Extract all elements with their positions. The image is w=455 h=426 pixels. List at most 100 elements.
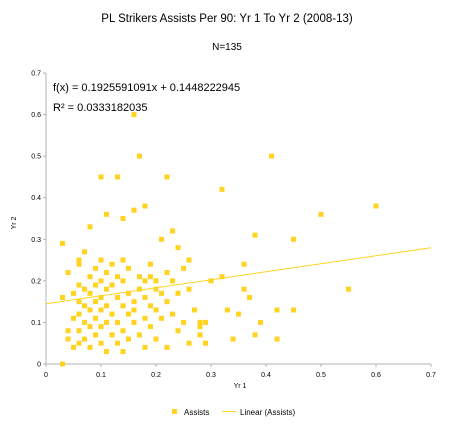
data-point [76, 299, 82, 305]
legend: Assists Linear (Assists) [172, 408, 295, 417]
data-point [192, 307, 197, 313]
data-point [197, 324, 203, 330]
data-point [104, 211, 109, 217]
data-point [142, 278, 148, 284]
trendline [45, 247, 432, 305]
data-point [82, 286, 87, 292]
data-point [148, 261, 153, 267]
data-point [87, 290, 93, 296]
data-point [346, 286, 351, 292]
data-point [65, 270, 71, 276]
data-point [76, 340, 82, 346]
data-point [98, 174, 104, 180]
data-point [82, 249, 87, 255]
data-point [181, 265, 186, 271]
chart-title: PL Strikers Assists Per 90: Yr 1 To Yr 2… [101, 13, 353, 25]
data-point [175, 245, 181, 251]
y-tick-label: 0.5 [31, 154, 41, 161]
data-point [104, 349, 109, 355]
data-point [186, 340, 192, 346]
data-point [126, 311, 131, 317]
data-point [120, 216, 126, 221]
data-point [115, 340, 120, 346]
data-point [98, 257, 104, 263]
data-point [71, 344, 76, 350]
y-tick-label: 0.4 [31, 195, 41, 202]
x-tick-label: 0.5 [316, 372, 326, 379]
data-point [131, 207, 137, 213]
data-point [120, 303, 126, 309]
data-point [142, 344, 148, 350]
data-point [373, 203, 379, 209]
data-point [230, 336, 236, 342]
data-point [137, 332, 142, 338]
data-point [318, 211, 324, 217]
data-point [76, 311, 82, 317]
data-point [60, 240, 65, 246]
y-tick-label: 0.6 [31, 112, 41, 119]
data-point [126, 336, 131, 342]
data-point [219, 186, 225, 192]
x-tick-label: 0.6 [371, 372, 381, 379]
data-point [98, 324, 104, 330]
data-point [247, 294, 252, 300]
data-point [87, 307, 93, 313]
data-point [153, 336, 159, 342]
y-tick-label: 0.7 [31, 71, 41, 78]
data-point [93, 332, 98, 338]
data-point [175, 290, 181, 296]
data-point [164, 270, 170, 276]
data-point [76, 261, 82, 267]
data-point [203, 319, 208, 325]
data-point [131, 299, 137, 305]
data-point [131, 307, 137, 313]
data-point [170, 228, 175, 234]
y-tick-label: 0 [37, 362, 41, 369]
data-point [93, 299, 98, 305]
data-point [115, 294, 120, 300]
data-point [109, 332, 115, 338]
chart-subtitle: N=135 [212, 42, 242, 53]
data-point [175, 328, 181, 334]
data-point [164, 299, 170, 305]
legend-assists-marker [172, 409, 177, 414]
plot-area: 0 0.1 0.2 0.3 0.4 0.5 0.6 0.7 0 0.1 0.2 0.3 0.4 0.5 0.… [31, 71, 436, 380]
data-point [159, 236, 164, 242]
data-point [241, 261, 247, 267]
data-point [60, 361, 65, 367]
data-point [115, 174, 120, 180]
data-point [60, 294, 65, 300]
data-point [120, 257, 126, 263]
data-point [131, 319, 137, 325]
equation-label: f(x) = 0.1925591091x + 0.1448222945 [53, 82, 240, 94]
data-point [142, 294, 148, 300]
y-tick-label: 0.2 [31, 278, 41, 285]
data-point [104, 270, 109, 276]
data-point [115, 319, 120, 325]
y-axis-label: Yr 2 [11, 216, 18, 229]
data-point [109, 282, 115, 288]
data-point [137, 286, 142, 292]
data-point [153, 286, 159, 292]
data-point [203, 340, 208, 346]
data-point [142, 315, 148, 321]
data-point [186, 257, 192, 263]
data-point [181, 319, 186, 325]
data-point [164, 174, 170, 180]
data-point [87, 344, 93, 350]
data-point [76, 328, 82, 334]
legend-linear-label: Linear (Assists) [240, 408, 295, 417]
data-point [291, 307, 296, 313]
data-point [76, 257, 82, 263]
y-tick-label: 0.3 [31, 237, 41, 244]
data-point [120, 349, 126, 355]
data-point [65, 336, 71, 342]
data-point [98, 278, 104, 284]
data-point [120, 278, 126, 284]
data-point [93, 265, 98, 271]
x-axis-label: Yr 1 [234, 383, 247, 390]
data-point [197, 319, 203, 325]
data-point [98, 294, 104, 300]
data-point [252, 232, 258, 238]
data-point [126, 290, 131, 296]
